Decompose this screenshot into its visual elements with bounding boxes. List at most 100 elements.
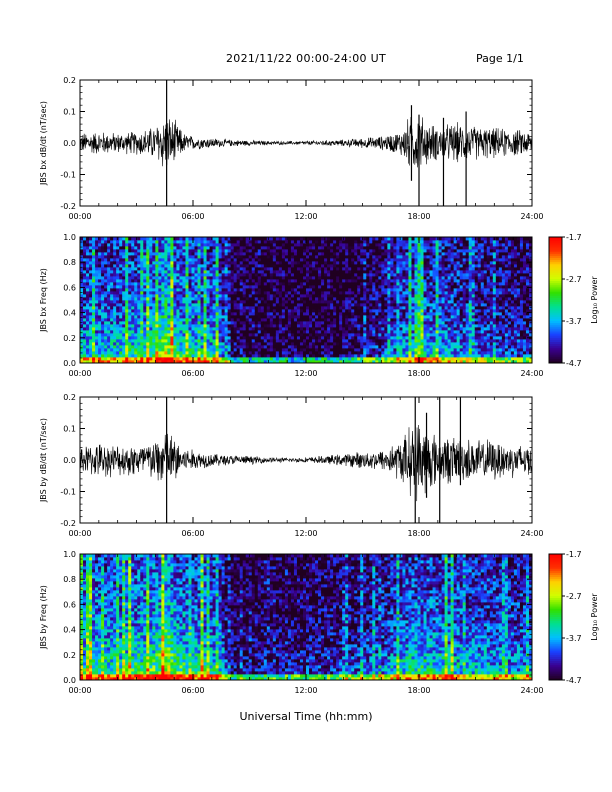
spectrogram-cell [101, 270, 105, 274]
spectrogram-cell [296, 252, 301, 256]
spectrogram-cell [95, 294, 99, 298]
spectrogram-cell [239, 282, 244, 286]
spectrogram-cell [309, 261, 313, 265]
spectrogram-cell [83, 270, 87, 274]
spectrogram-cell [110, 255, 114, 259]
spectrogram-cell [227, 258, 232, 262]
spectrogram-cell [176, 306, 180, 310]
spectrogram-cell [209, 306, 213, 310]
spectrogram-cell [408, 282, 412, 286]
spectrogram-cell [113, 267, 117, 271]
spectrogram-cell [423, 276, 427, 280]
spectrogram-cell [348, 294, 352, 298]
spectrogram-cell [257, 264, 262, 268]
spectrogram-cell [278, 297, 283, 301]
spectrogram-cell [417, 258, 421, 262]
spectrogram-cell [312, 240, 316, 244]
spectrogram-cell [254, 342, 259, 346]
spectrogram-cell [98, 297, 102, 301]
spectrogram-cell [215, 312, 220, 316]
spectrogram-cell [107, 315, 111, 319]
spectrogram-cell [390, 330, 394, 334]
spectrogram-cell [299, 285, 304, 289]
spectrogram-cell [281, 276, 286, 280]
spectrogram-cell [318, 351, 322, 355]
spectrogram-cell [86, 336, 90, 340]
spectrogram-cell [306, 330, 310, 334]
spectrogram-cell [125, 330, 129, 334]
spectrogram-cell [212, 327, 216, 331]
spectrogram-cell [188, 282, 192, 286]
spectrogram-cell [348, 321, 352, 325]
spectrogram-cell [134, 237, 138, 241]
spectrogram-cell [284, 258, 289, 262]
spectrogram-cell [173, 237, 177, 241]
spectrogram-cell [197, 345, 201, 349]
spectrogram-cell [263, 324, 268, 328]
spectrogram-cell [257, 303, 262, 307]
spectrogram-cell [357, 261, 361, 265]
spectrogram-cell [95, 279, 99, 283]
spectrogram-cell [125, 255, 129, 259]
spectrogram-cell [95, 345, 99, 349]
spectrogram-cell [230, 309, 235, 313]
spectrogram-cell [89, 285, 93, 289]
spectrogram-cell [327, 249, 331, 253]
spectrogram-cell [239, 240, 244, 244]
spectrogram-cell [321, 261, 325, 265]
spectrogram-cell [299, 327, 304, 331]
spectrogram-cell [170, 264, 174, 268]
spectrogram-cell [378, 357, 382, 361]
spectrogram-cell [161, 336, 165, 340]
spectrogram-cell [342, 252, 346, 256]
spectrogram-cell [203, 303, 207, 307]
spectrogram-cell [218, 351, 223, 355]
spectrogram-cell [161, 324, 165, 328]
spectrogram-cell [324, 279, 328, 283]
spectrogram-cell [86, 351, 90, 355]
spectrogram-cell [254, 255, 259, 259]
spectrogram-cell [143, 258, 147, 262]
spectrogram-cell [149, 312, 153, 316]
spectrogram-cell [140, 294, 144, 298]
spectrogram-cell [146, 345, 150, 349]
spectrogram-cell [131, 246, 135, 250]
spectrogram-cell [164, 291, 168, 295]
spectrogram-cell [363, 306, 367, 310]
spectrogram-cell [306, 321, 310, 325]
spectrogram-cell [122, 273, 126, 277]
spectrogram-cell [315, 333, 319, 337]
spectrogram-cell [375, 276, 379, 280]
spectrogram-cell [155, 333, 159, 337]
spectrogram-cell [354, 333, 358, 337]
spectrogram-cell [287, 255, 292, 259]
spectrogram-cell [306, 351, 310, 355]
spectrogram-cell [378, 315, 382, 319]
spectrogram-cell [80, 270, 84, 274]
spectrogram-cell [327, 345, 331, 349]
spectrogram-cell [152, 261, 156, 265]
spectrogram-cell [107, 306, 111, 310]
spectrogram-cell [426, 321, 430, 325]
spectrogram-cell [194, 264, 198, 268]
spectrogram-cell [230, 330, 235, 334]
spectrogram-cell [254, 303, 259, 307]
spectrogram-cell [396, 294, 400, 298]
spectrogram-cell [137, 297, 141, 301]
spectrogram-cell [182, 330, 186, 334]
spectrogram-cell [327, 297, 331, 301]
spectrogram-cell [194, 258, 198, 262]
spectrogram-cell [80, 339, 84, 343]
spectrogram-cell [206, 252, 210, 256]
spectrogram-cell [122, 336, 126, 340]
spectrogram-cell [110, 267, 114, 271]
spectrogram-cell [185, 252, 189, 256]
spectrogram-cell [101, 330, 105, 334]
spectrogram-cell [140, 261, 144, 265]
spectrogram-cell [315, 255, 319, 259]
spectrogram-cell [278, 243, 283, 247]
spectrogram-cell [281, 249, 286, 253]
spectrogram-cell [372, 255, 376, 259]
spectrogram-cell [423, 279, 427, 283]
spectrogram-cell [324, 246, 328, 250]
